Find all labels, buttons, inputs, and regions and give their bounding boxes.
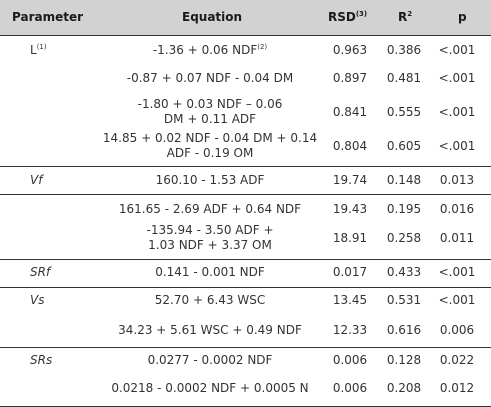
equation-cell: 0.141 - 0.001 NDF (155, 265, 265, 279)
table-row: SRf 0.141 - 0.001 NDF 0.017 0.433 <.001 (0, 262, 491, 282)
equation-text: -1.36 + 0.06 NDF (152, 43, 258, 57)
equation-cell: 34.23 + 5.61 WSC + 0.49 NDF (118, 323, 302, 337)
table-header: Parameter Equation RSD(3) R2 p (0, 0, 491, 35)
table-row: Vf 160.10 - 1.53 ADF 19.74 0.148 0.013 (0, 170, 491, 190)
equation-cell: 161.65 - 2.69 ADF + 0.64 NDF (118, 202, 302, 216)
rsd-cell: 0.006 (332, 353, 368, 367)
parameter-cell: SRf (30, 265, 51, 279)
equation-cell: 52.70 + 6.43 WSC (154, 293, 266, 307)
equation-cell: -135.94 - 3.50 ADF + 1.03 NDF + 3.37 OM (146, 223, 274, 252)
parameter-cell: Vs (30, 293, 45, 307)
equation-cell: 160.10 - 1.53 ADF (155, 173, 265, 187)
table-row: -135.94 - 3.50 ADF + 1.03 NDF + 3.37 OM … (0, 222, 491, 256)
rsd-cell: 19.43 (332, 202, 368, 216)
equation-cell: 0.0218 - 0.0002 NDF + 0.0005 N (111, 381, 309, 395)
r2-cell: 0.386 (386, 43, 422, 57)
table-row: 0.0218 - 0.0002 NDF + 0.0005 N 0.006 0.2… (0, 378, 491, 398)
p-cell: 0.006 (439, 323, 475, 337)
group-divider (0, 287, 491, 288)
equation-cell: -0.87 + 0.07 NDF - 0.04 DM (126, 71, 294, 85)
header-rsd-note: (3) (355, 10, 368, 18)
equation-note: (2) (257, 43, 268, 51)
r2-cell: 0.555 (386, 105, 422, 119)
header-r2-sup: 2 (407, 10, 413, 18)
table-row: L(1) -1.36 + 0.06 NDF(2) 0.963 0.386 <.0… (0, 40, 491, 60)
rsd-cell: 0.017 (332, 265, 368, 279)
parameter-cell: L(1) (30, 43, 47, 57)
group-divider (0, 35, 491, 36)
header-r2: R2 (398, 10, 412, 24)
parameter-note: (1) (36, 43, 47, 51)
rsd-cell: 0.841 (332, 105, 368, 119)
rsd-cell: 13.45 (332, 293, 368, 307)
r2-cell: 0.128 (386, 353, 422, 367)
group-divider (0, 259, 491, 260)
parameter-cell: SRs (30, 353, 53, 367)
table-row: 34.23 + 5.61 WSC + 0.49 NDF 12.33 0.616 … (0, 320, 491, 340)
rsd-cell: 0.963 (332, 43, 368, 57)
r2-cell: 0.195 (386, 202, 422, 216)
parameter-label: L (30, 43, 37, 57)
p-cell: <.001 (438, 105, 476, 119)
equation-cell: 14.85 + 0.02 NDF - 0.04 DM + 0.14 ADF - … (102, 131, 318, 160)
p-cell: <.001 (438, 139, 476, 153)
p-cell: 0.013 (439, 173, 475, 187)
equation-cell: -1.36 + 0.06 NDF(2) (102, 43, 318, 58)
p-cell: <.001 (438, 293, 476, 307)
header-equation: Equation (182, 10, 243, 24)
r2-cell: 0.616 (386, 323, 422, 337)
p-cell: <.001 (438, 265, 476, 279)
equation-cell: -1.80 + 0.03 NDF – 0.06 DM + 0.11 ADF (137, 97, 283, 126)
parameter-cell: Vf (30, 173, 43, 187)
r2-cell: 0.481 (386, 71, 422, 85)
group-divider (0, 166, 491, 167)
p-cell: 0.011 (439, 231, 475, 245)
r2-cell: 0.148 (386, 173, 422, 187)
rsd-cell: 0.897 (332, 71, 368, 85)
header-parameter: Parameter (12, 10, 84, 24)
rsd-cell: 0.804 (332, 139, 368, 153)
rsd-cell: 12.33 (332, 323, 368, 337)
table-row: 14.85 + 0.02 NDF - 0.04 DM + 0.14 ADF - … (0, 130, 491, 164)
p-cell: 0.016 (439, 202, 475, 216)
header-rsd-label: RSD (328, 10, 356, 24)
rsd-cell: 19.74 (332, 173, 368, 187)
group-divider (0, 194, 491, 195)
p-cell: <.001 (438, 43, 476, 57)
header-r2-label: R (398, 10, 408, 24)
group-divider (0, 347, 491, 348)
p-cell: <.001 (438, 71, 476, 85)
header-rsd: RSD(3) (328, 10, 367, 24)
table-row: Vs 52.70 + 6.43 WSC 13.45 0.531 <.001 (0, 290, 491, 310)
table-row: -0.87 + 0.07 NDF - 0.04 DM 0.897 0.481 <… (0, 68, 491, 88)
rsd-cell: 18.91 (332, 231, 368, 245)
rsd-cell: 0.006 (332, 381, 368, 395)
p-cell: 0.012 (439, 381, 475, 395)
r2-cell: 0.531 (386, 293, 422, 307)
r2-cell: 0.208 (386, 381, 422, 395)
table-row: 161.65 - 2.69 ADF + 0.64 NDF 19.43 0.195… (0, 199, 491, 219)
r2-cell: 0.258 (386, 231, 422, 245)
r2-cell: 0.433 (386, 265, 422, 279)
r2-cell: 0.605 (386, 139, 422, 153)
table-row: SRs 0.0277 - 0.0002 NDF 0.006 0.128 0.02… (0, 350, 491, 370)
table-row: -1.80 + 0.03 NDF – 0.06 DM + 0.11 ADF 0.… (0, 95, 491, 129)
equation-cell: 0.0277 - 0.0002 NDF (147, 353, 273, 367)
header-p: p (458, 10, 467, 24)
p-cell: 0.022 (439, 353, 475, 367)
